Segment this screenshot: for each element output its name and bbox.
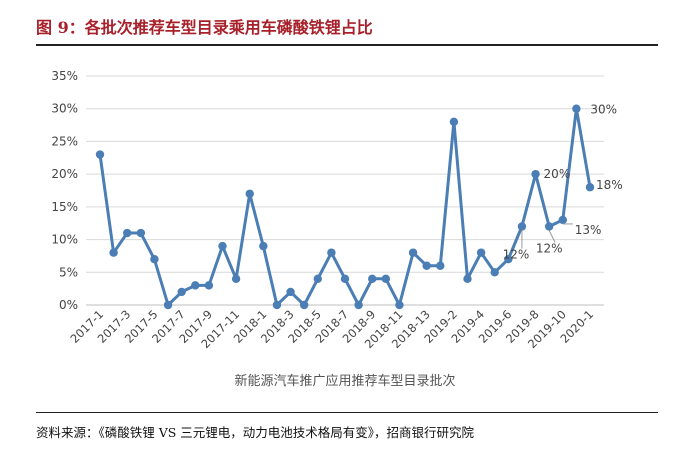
y-tick-label: 5% [59, 265, 78, 279]
data-label: 12% [503, 247, 530, 261]
gridlines [86, 75, 604, 306]
title-rule [36, 44, 658, 46]
data-point [95, 150, 105, 159]
data-point [436, 261, 445, 270]
data-point [449, 117, 459, 127]
data-point [558, 215, 567, 225]
figure-title: 图 9：各批次推荐车型目录乘用车磷酸铁锂占比 [36, 18, 373, 37]
data-point [109, 248, 118, 257]
data-label: 30% [590, 103, 617, 117]
data-point [245, 189, 254, 198]
data-point [177, 287, 186, 297]
series-markers [95, 104, 595, 310]
data-point [163, 300, 173, 310]
data-point [272, 300, 282, 310]
label-leader [548, 230, 556, 243]
data-point [231, 274, 241, 284]
data-label: 18% [596, 178, 623, 192]
data-point [136, 228, 146, 238]
y-tick-label: 35% [51, 69, 78, 83]
source-note: 资料来源：《磷酸铁锂 VS 三元锂电，动力电池技术格局有变》，招商银行研究院 [36, 425, 475, 440]
data-point [395, 300, 404, 310]
data-point [354, 300, 363, 310]
data-point [218, 241, 227, 251]
data-label: 20% [544, 167, 571, 181]
data-point [585, 183, 595, 192]
data-point [327, 248, 336, 257]
data-point [572, 104, 581, 113]
data-point [259, 241, 268, 251]
y-tick-label: 15% [51, 200, 78, 214]
y-tick-label: 25% [51, 134, 78, 148]
data-label: 12% [536, 241, 563, 255]
y-axis-ticks: 0% 5% 10% 15% 20% 25% 30% 35% [51, 69, 78, 312]
y-tick-label: 20% [51, 167, 78, 181]
line-chart: 0% 5% 10% 15% 20% 25% 30% 35% 2017-12017-32017-… [51, 69, 623, 389]
data-point [368, 274, 377, 284]
data-point [531, 169, 540, 179]
data-point [299, 300, 309, 310]
data-point [150, 255, 159, 264]
data-point [123, 228, 132, 238]
x-axis-label: 新能源汽车推广应用推荐车型目录批次 [234, 373, 455, 389]
data-label: 13% [575, 223, 602, 237]
y-tick-label: 30% [51, 102, 78, 116]
source-rule [36, 412, 658, 413]
data-label-leaders [521, 223, 573, 249]
y-tick-label: 10% [51, 233, 78, 247]
y-tick-label: 0% [59, 298, 78, 312]
data-point [408, 248, 418, 257]
data-point [544, 222, 554, 231]
data-point [191, 281, 200, 290]
data-point [381, 274, 391, 284]
data-point [422, 261, 431, 270]
data-point [517, 222, 527, 231]
data-point [476, 248, 486, 257]
data-point [204, 281, 214, 290]
data-point [504, 255, 513, 264]
data-labels: 12% 20% 12% 13% 30% 18% [503, 103, 623, 262]
data-point [286, 287, 295, 297]
data-point [313, 274, 322, 284]
data-point [463, 274, 472, 284]
data-point [490, 268, 499, 277]
data-point [340, 274, 350, 284]
x-axis-ticks: 2017-12017-32017-52017-72017-92017-11201… [67, 307, 596, 351]
